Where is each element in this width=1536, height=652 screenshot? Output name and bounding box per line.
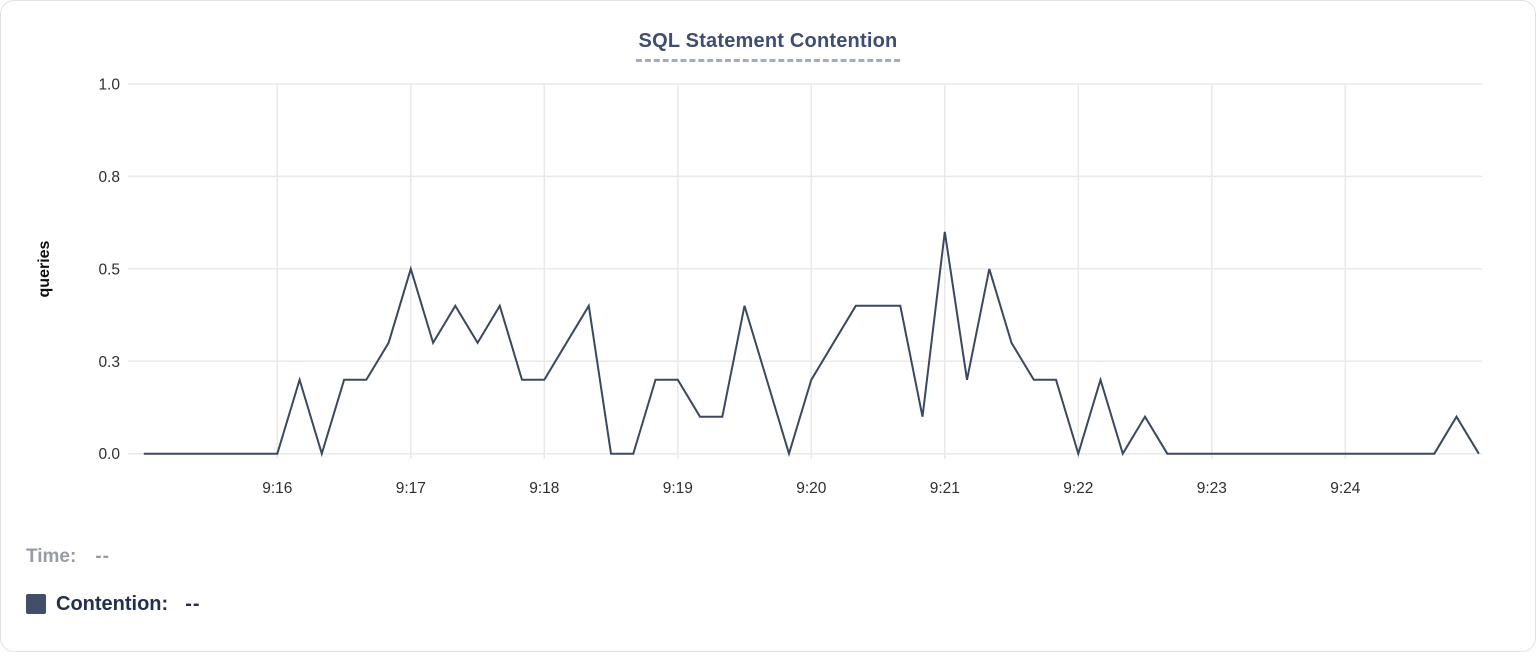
x-tick-label: 9:17 bbox=[396, 480, 426, 497]
x-tick-label: 9:16 bbox=[262, 480, 292, 497]
contention-line-chart[interactable]: 0.0 0.3 0.5 0.8 1.0 9:16 9:17 9:18 9:19 9:20 9:21 9… bbox=[1, 1, 1536, 521]
x-tick-label: 9:20 bbox=[796, 480, 827, 497]
y-tick-label: 0.0 bbox=[98, 446, 120, 463]
legend-time-label: Time: bbox=[26, 546, 77, 567]
legend-time-value: -- bbox=[95, 546, 110, 567]
hover-legend: Time: -- Contention: -- bbox=[26, 546, 201, 615]
contention-series-swatch bbox=[26, 594, 46, 614]
legend-contention-value: -- bbox=[185, 592, 201, 615]
chart-title[interactable]: SQL Statement Contention bbox=[635, 30, 901, 62]
legend-contention-row[interactable]: Contention: -- bbox=[26, 593, 201, 615]
y-tick-label: 0.3 bbox=[98, 354, 120, 371]
x-tick-label: 9:22 bbox=[1063, 480, 1093, 497]
x-tick-label: 9:18 bbox=[529, 480, 559, 497]
x-tick-label: 9:19 bbox=[663, 480, 693, 497]
x-tick-label: 9:24 bbox=[1330, 480, 1361, 497]
legend-contention-label: Contention: bbox=[56, 592, 169, 615]
y-tick-label: 1.0 bbox=[98, 77, 120, 94]
x-tick-label: 9:21 bbox=[930, 480, 960, 497]
y-axis-label: queries bbox=[36, 240, 53, 297]
contention-series-line[interactable] bbox=[143, 231, 1480, 458]
y-tick-label: 0.5 bbox=[98, 261, 120, 278]
legend-time-row: Time: -- bbox=[26, 546, 201, 568]
y-tick-label: 0.8 bbox=[98, 169, 120, 186]
x-tick-label: 9:23 bbox=[1197, 480, 1227, 497]
chart-header: SQL Statement Contention bbox=[1, 30, 1535, 62]
